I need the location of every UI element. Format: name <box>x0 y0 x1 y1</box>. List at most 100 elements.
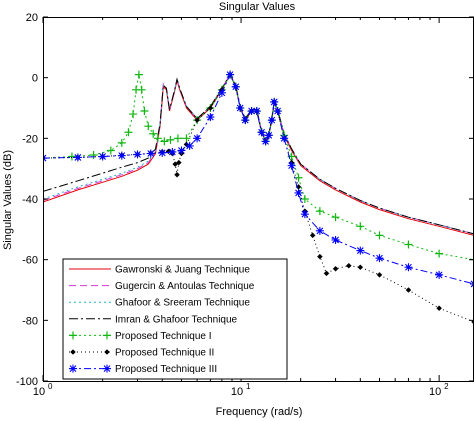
data-point <box>267 116 276 125</box>
data-point <box>435 270 444 279</box>
y-tick-label: 20 <box>26 12 38 24</box>
x-tick-label: 10 <box>33 386 45 398</box>
legend-label: Gugercin & Antoulas Technique <box>115 281 255 292</box>
data-point <box>67 152 76 161</box>
series-line <box>43 73 474 235</box>
data-point <box>435 249 444 258</box>
data-point <box>133 150 142 159</box>
data-point <box>194 117 200 123</box>
data-point <box>270 97 279 106</box>
x-tick-exponent: 2 <box>444 382 449 391</box>
legend-marker <box>69 364 111 373</box>
data-point <box>137 85 146 94</box>
chart-title: Singular Values <box>219 1 296 13</box>
data-point <box>193 134 202 143</box>
data-point <box>315 207 324 216</box>
data-point <box>287 161 296 170</box>
legend-marker <box>69 331 111 340</box>
data-point <box>177 146 186 155</box>
data-point <box>345 262 352 269</box>
series-gugercin-and-antoulas-technique <box>43 73 474 235</box>
data-point <box>117 138 126 147</box>
x-tick-label: 10 <box>429 386 441 398</box>
series-layer <box>43 70 474 325</box>
x-tick-exponent: 1 <box>246 382 251 391</box>
legend-item-imran-and-ghafoor-technique: Imran & Ghafoor Technique <box>69 314 238 325</box>
data-point <box>117 151 126 160</box>
data-point <box>404 240 413 249</box>
series-proposed-technique-iii <box>43 70 474 288</box>
data-point <box>217 88 226 97</box>
series-line <box>43 73 474 235</box>
data-point <box>166 135 175 144</box>
data-point <box>280 134 289 143</box>
data-point <box>134 70 143 79</box>
legend-label: Proposed Technique III <box>115 364 217 375</box>
data-point <box>153 134 162 143</box>
data-point <box>261 137 270 146</box>
series-line <box>43 73 474 235</box>
data-point <box>257 128 266 137</box>
data-point <box>317 253 323 260</box>
data-point <box>146 149 155 158</box>
data-point <box>165 148 172 155</box>
data-point <box>231 82 240 91</box>
series-line <box>43 73 474 261</box>
data-point <box>175 159 182 166</box>
data-point <box>129 110 138 119</box>
y-tick-label: -100 <box>16 376 38 388</box>
legend-label: Gawronski & Juang Technique <box>115 265 250 276</box>
data-point <box>252 107 261 116</box>
legend-item-gawronski-and-juang-technique: Gawronski & Juang Technique <box>69 265 250 276</box>
legend-label: Proposed Technique II <box>115 348 214 359</box>
data-point <box>356 222 365 231</box>
data-point <box>98 152 107 161</box>
x-tick-label: 10 <box>231 386 243 398</box>
data-point <box>300 195 309 203</box>
data-point <box>375 254 384 263</box>
y-tick-label: 0 <box>32 73 38 85</box>
data-point <box>173 134 182 143</box>
data-point <box>375 231 384 240</box>
x-axis-title: Frequency (rad/s) <box>216 406 303 418</box>
data-point <box>174 171 180 178</box>
data-point <box>404 263 413 272</box>
data-point <box>144 122 153 131</box>
legend-item-ghafoor-and-sreeram-technique: Ghafoor & Sreeram Technique <box>69 298 250 309</box>
data-point <box>376 271 383 278</box>
data-point <box>331 213 340 222</box>
legend-box <box>62 258 288 380</box>
series-ghafoor-and-sreeram-technique <box>43 73 474 235</box>
legend-item-proposed-technique-i: Proposed Technique I <box>69 331 212 342</box>
data-point <box>264 131 273 140</box>
data-point <box>331 235 340 244</box>
y-tick-label: -40 <box>22 194 38 206</box>
data-point <box>436 305 442 312</box>
legend-label: Ghafoor & Sreeram Technique <box>115 298 250 309</box>
series-imran-and-ghafoor-technique <box>43 73 474 235</box>
data-point <box>89 151 98 160</box>
data-point <box>241 116 250 125</box>
y-tick-label: -20 <box>22 133 38 145</box>
x-tick-exponent: 0 <box>48 382 53 391</box>
data-point <box>207 105 214 111</box>
data-point <box>294 173 303 182</box>
data-point <box>149 129 158 138</box>
data-point <box>315 226 324 235</box>
data-point <box>405 287 412 293</box>
data-point <box>206 113 215 122</box>
data-point <box>226 70 235 79</box>
series-proposed-technique-i <box>43 70 474 264</box>
data-point <box>140 107 149 116</box>
data-point <box>356 246 365 255</box>
y-tick-label: -80 <box>22 315 38 327</box>
series-line <box>43 73 474 236</box>
data-point <box>273 107 282 116</box>
legend-label: Imran & Ghafoor Technique <box>115 314 238 325</box>
legend-item-proposed-technique-iii: Proposed Technique III <box>69 364 217 375</box>
data-point <box>300 210 309 219</box>
data-point <box>332 265 339 272</box>
data-point <box>323 270 330 277</box>
